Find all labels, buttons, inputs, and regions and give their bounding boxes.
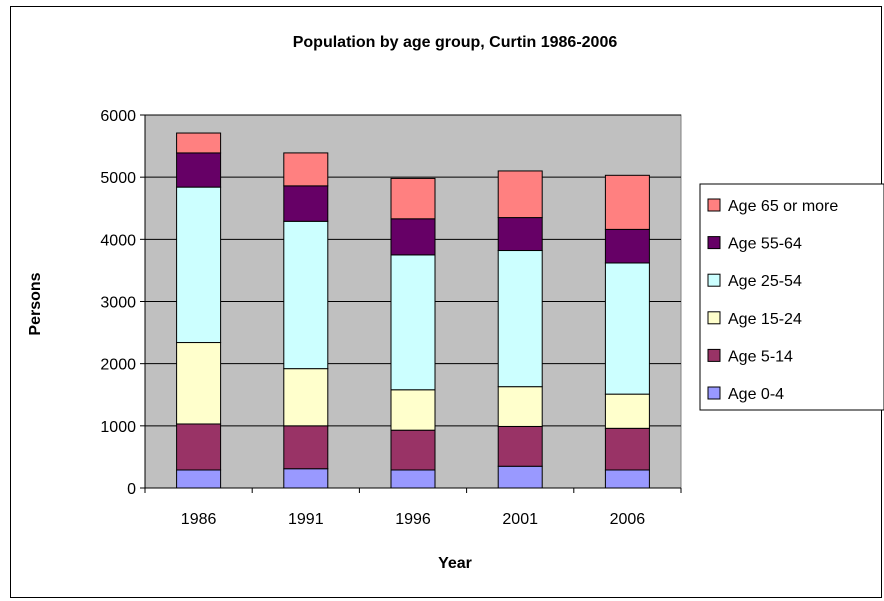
legend-label: Age 5-14 [728,348,793,365]
bar-segment [390,389,436,431]
bar-segment [497,217,543,252]
y-tick-label: 3000 [100,295,136,312]
bar-segment [176,186,222,344]
legend-swatch [707,386,721,400]
bar-segment [604,393,650,429]
bar-segment [283,152,329,187]
bar-segment [176,132,222,154]
bar-segment [176,342,222,425]
bar-segment [176,423,222,471]
bar-segment [604,262,650,395]
x-tick-label: 1986 [181,511,217,528]
bar-segment [176,469,222,489]
bar-segment [497,386,543,427]
legend-label: Age 25-54 [728,273,802,290]
legend-swatch [707,311,721,325]
x-tick-label: 2001 [502,511,538,528]
x-tick-label: 2006 [610,511,646,528]
bar-segment [604,469,650,489]
bar-segment [390,469,436,489]
y-axis-title: Persons [27,272,44,335]
bar-segment [497,250,543,388]
bar-segment [390,218,436,256]
chart-title: Population by age group, Curtin 1986-200… [293,34,618,51]
y-tick-label: 4000 [100,232,136,249]
legend-swatch [707,198,721,212]
bar-segment [604,228,650,264]
bar-segment [283,185,329,222]
x-tick-labels: 1986 1991 1996 2001 2006 [181,511,645,528]
bar-segment [390,429,436,471]
bar-segment [283,468,329,489]
bars-group [176,132,650,489]
bar-segment [604,427,650,471]
x-axis-title: Year [438,555,472,572]
y-tick-label: 0 [127,481,136,498]
y-tick-label: 2000 [100,357,136,374]
legend-swatch [707,236,721,250]
bar-segment [497,465,543,489]
legend-label: Age 15-24 [728,311,802,328]
bar-segment [283,220,329,370]
bar-segment [390,254,436,391]
bar-segment [176,152,222,188]
bar-segment [283,368,329,427]
legend: Age 65 or more Age 55-64 Age 25-54 Age 15-2… [707,198,838,403]
axes-group [140,114,682,493]
y-tick-labels: 0 1000 2000 3000 4000 5000 6000 [100,108,136,498]
bar-segment [497,170,543,219]
legend-label: Age 65 or more [728,198,838,215]
legend-label: Age 55-64 [728,236,802,253]
y-tick-label: 1000 [100,419,136,436]
bar-segment [390,177,436,220]
bar-segment [604,174,650,230]
legend-box [699,183,884,411]
x-tick-label: 1996 [395,511,431,528]
bar-segment [283,425,329,470]
bar-segment [497,425,543,467]
legend-label: Age 0-4 [728,386,784,403]
y-tick-label: 6000 [100,108,136,125]
legend-swatch [707,273,721,287]
x-tick-label: 1991 [288,511,324,528]
y-tick-label: 5000 [100,170,136,187]
legend-swatch [707,348,721,362]
